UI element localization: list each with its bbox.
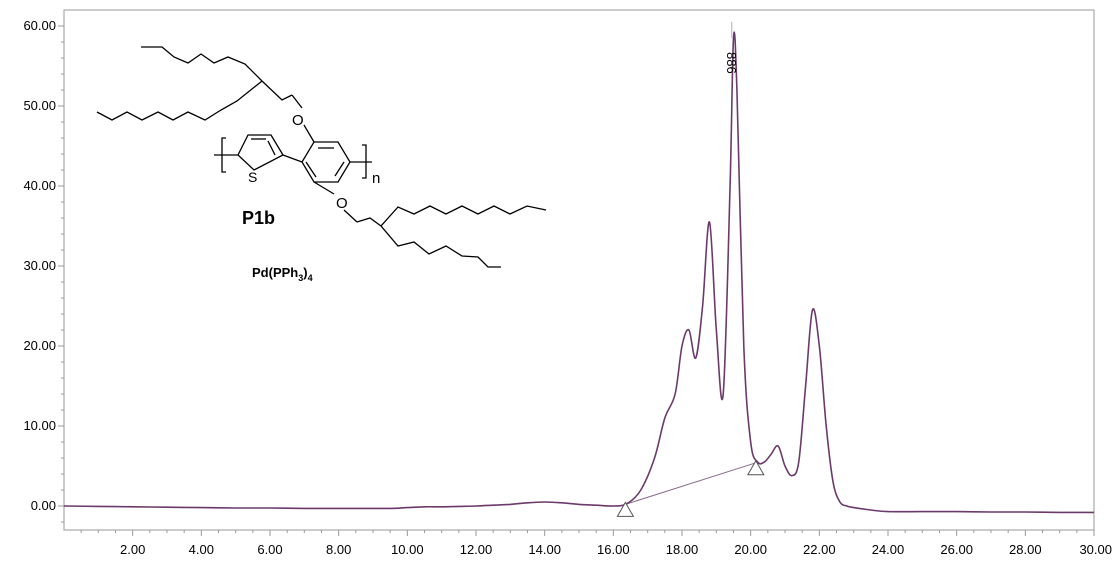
lower-o-bond: [343, 209, 358, 223]
x-tick-label: 24.00: [872, 542, 905, 557]
x-tick-label: 16.00: [597, 542, 630, 557]
x-tick-label: 4.00: [189, 542, 214, 557]
x-tick-label: 6.00: [257, 542, 282, 557]
lower-hexyl-chain: [380, 225, 501, 268]
right-bracket: [362, 144, 367, 179]
y-tick-label: 50.00: [23, 98, 56, 113]
benzene-double-2: [334, 161, 345, 177]
y-tick-label: 0.00: [31, 498, 56, 513]
y-tick-label: 40.00: [23, 178, 56, 193]
x-axis: 2.00 4.00 6.00 8.00 10.00 12.00 14.00 16.00 18.0…: [80, 530, 1112, 557]
benzene-double-3: [305, 161, 317, 178]
aryl-thienyl-bond: [282, 154, 303, 163]
y-tick-label: 20.00: [23, 338, 56, 353]
x-tick-label: 30.00: [1079, 542, 1112, 557]
triangle-marker: [616, 501, 635, 517]
plot-frame: [63, 9, 1095, 531]
upper-octyl-chain: [96, 80, 263, 121]
atom-o-bottom: O: [336, 195, 348, 212]
y-tick-label: 60.00: [23, 18, 56, 33]
lower-aryl-o-bond: [313, 181, 335, 195]
x-tick-label: 22.00: [803, 542, 836, 557]
repeat-n: n: [372, 170, 380, 187]
atom-s: S: [248, 169, 257, 185]
thiophene-ring: [237, 134, 284, 171]
thiophene-double-2: [267, 140, 276, 156]
x-tick-label: 28.00: [1009, 542, 1042, 557]
x-tick-label: 2.00: [120, 542, 145, 557]
series-line: [63, 31, 1095, 514]
peak-annotation: 886: [724, 52, 739, 74]
left-bracket: [221, 137, 226, 173]
lower-octyl-chain: [380, 205, 547, 227]
x-tick-label: 18.00: [666, 542, 699, 557]
compound-label: P1b: [242, 208, 275, 228]
catalyst-label: Pd(PPh3)4: [252, 265, 313, 283]
y-axis: 0.00 10.00 20.00 30.00 40.00 50.00 60.00: [23, 18, 64, 523]
upper-hexyl-chain: [141, 46, 263, 82]
atom-o-top: O: [292, 112, 304, 129]
upper-aryl-o-bond: [303, 124, 315, 143]
lower-linker: [356, 217, 382, 227]
x-tick-label: 26.00: [940, 542, 973, 557]
chemical-structure: [96, 46, 547, 268]
triangle-marker: [746, 459, 765, 476]
x-tick-label: 20.00: [734, 542, 767, 557]
x-tick-label: 12.00: [460, 542, 493, 557]
x-tick-label: 14.00: [528, 542, 561, 557]
x-tick-label: 10.00: [391, 542, 424, 557]
x-tick-label: 8.00: [326, 542, 351, 557]
y-tick-label: 10.00: [23, 418, 56, 433]
y-tick-label: 30.00: [23, 258, 56, 273]
upper-o-bond: [291, 94, 303, 109]
integration-markers: [616, 459, 765, 517]
integration-baseline: [625, 462, 756, 505]
upper-linker: [261, 80, 293, 101]
